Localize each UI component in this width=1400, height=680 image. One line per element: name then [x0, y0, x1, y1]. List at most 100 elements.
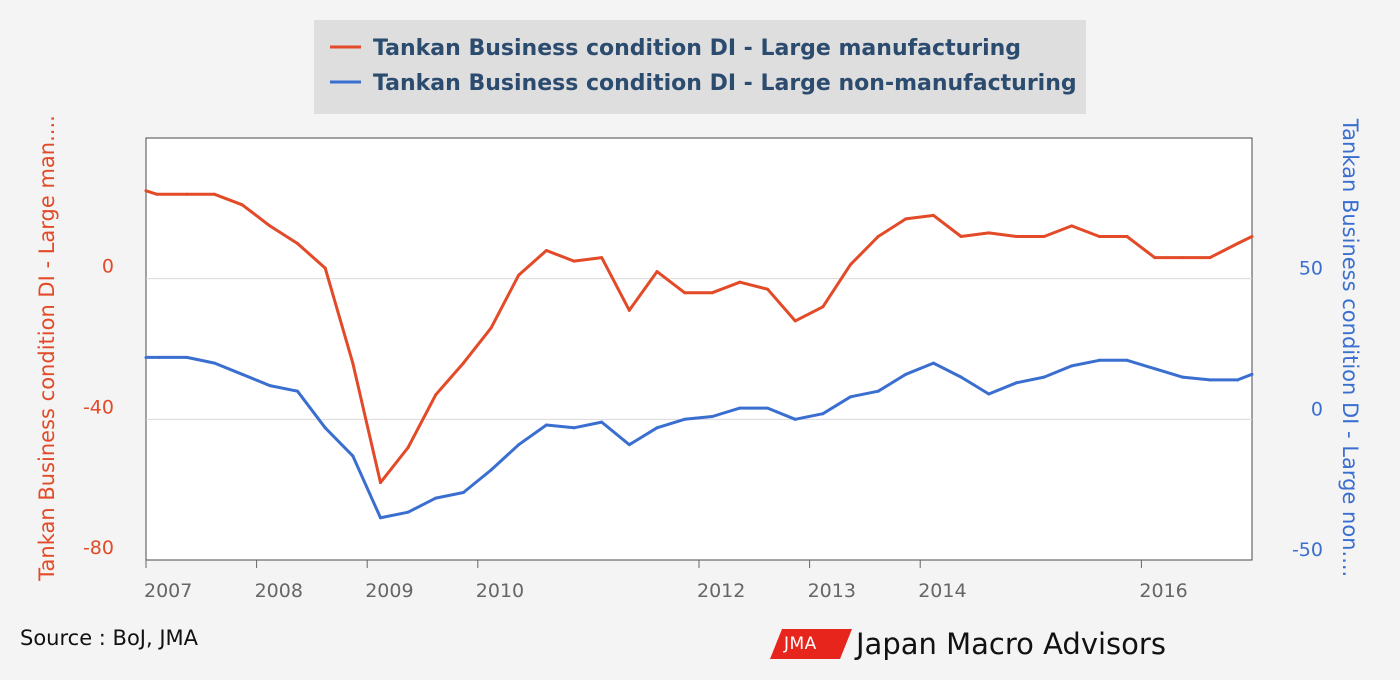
series-0-point-5 [268, 224, 272, 228]
series-0-point-8 [351, 361, 355, 365]
jma-logo-mark: JMA [770, 629, 852, 659]
left-axis-title: Tankan Business condition DI - Large man… [35, 115, 59, 582]
series-1-point-35 [1097, 358, 1101, 362]
series-0-point-24 [793, 319, 797, 323]
right-tick-label-1: 0 [1311, 398, 1323, 420]
x-tick-label-7: 2016 [1139, 580, 1187, 602]
brand-logo: JMA Japan Macro Advisors [770, 624, 1166, 664]
x-tick-label-3: 2010 [476, 580, 524, 602]
series-line-0 [145, 189, 1253, 485]
legend-entry-1[interactable]: Tankan Business condition DI - Large non… [373, 71, 1077, 96]
series-0-point-13 [489, 326, 493, 330]
series-1-point-10 [406, 510, 410, 514]
series-1-point-8 [351, 454, 355, 458]
series-1-point-0 [144, 355, 148, 359]
series-1-point-24 [793, 417, 797, 421]
series-1-point-27 [876, 389, 880, 393]
series-0-point-29 [931, 213, 935, 217]
series-1-point-41 [1250, 372, 1254, 376]
series-0-point-32 [1014, 234, 1018, 238]
series-0-point-0 [144, 189, 148, 193]
x-tick-label-5: 2013 [808, 580, 856, 602]
series-1-point-2 [185, 355, 189, 359]
right-tick-label-2: -50 [1292, 539, 1323, 561]
series-1-point-36 [1125, 358, 1129, 362]
series-0-point-4 [240, 203, 244, 207]
series-0-point-36 [1125, 234, 1129, 238]
series-1-point-16 [572, 426, 576, 430]
series-0-point-1 [155, 192, 159, 196]
series-0-point-18 [627, 308, 631, 312]
series-0-point-2 [185, 192, 189, 196]
series-0-point-10 [406, 445, 410, 449]
series-1-point-29 [931, 361, 935, 365]
series-0-point-39 [1208, 256, 1212, 260]
series-1-point-34 [1070, 364, 1074, 368]
series-1-point-26 [849, 395, 853, 399]
series-1-point-11 [434, 496, 438, 500]
x-tick-label-2: 2009 [365, 580, 413, 602]
series-1-point-18 [627, 443, 631, 447]
series-line-1 [146, 355, 1253, 520]
series-0-point-34 [1070, 224, 1074, 228]
series-1-point-7 [323, 426, 327, 430]
series-0-point-27 [876, 234, 880, 238]
x-tick-label-4: 2012 [697, 580, 745, 602]
series-0-point-3 [213, 192, 217, 196]
series-1-point-39 [1208, 378, 1212, 382]
series-0-point-30 [959, 234, 963, 238]
x-tick-label-0: 2007 [144, 580, 192, 602]
legend-box [314, 20, 1086, 114]
brand-mark-text: JMA [784, 634, 817, 654]
series-1-point-3 [213, 361, 217, 365]
series-1-point-12 [461, 490, 465, 494]
series-0-point-15 [544, 249, 548, 253]
series-0-point-23 [766, 287, 770, 291]
series-0-point-9 [378, 481, 382, 485]
left-tick-label-0: 0 [102, 256, 114, 278]
x-axis: 2007 2008 2009 2010 2012 2013 2014 2016 [144, 560, 1188, 602]
series-1-point-23 [766, 406, 770, 410]
series-0-point-28 [904, 217, 908, 221]
x-tick-label-1: 2008 [255, 580, 303, 602]
legend: Tankan Business condition DI - Large man… [330, 36, 1077, 96]
series-0-point-16 [572, 259, 576, 263]
series-1-point-25 [821, 412, 825, 416]
series-1-point-21 [710, 415, 714, 419]
left-tick-label-1: -40 [83, 396, 114, 418]
left-axis: 0 -40 -80 [83, 256, 114, 559]
series-0-point-25 [821, 305, 825, 309]
series-0-point-7 [323, 266, 327, 270]
series-0-point-22 [738, 280, 742, 284]
series-1-point-33 [1042, 375, 1046, 379]
series-0-point-26 [849, 263, 853, 267]
series-1-point-38 [1180, 375, 1184, 379]
x-tick-label-6: 2014 [918, 580, 966, 602]
series-1-point-28 [904, 372, 908, 376]
right-axis-title: Tankan Business condition DI - Large non… [1338, 118, 1362, 577]
series-1-point-32 [1014, 381, 1018, 385]
series-0-point-38 [1180, 256, 1184, 260]
source-note: Source : BoJ, JMA [20, 626, 199, 650]
series-1-point-5 [268, 384, 272, 388]
series-group [144, 189, 1254, 520]
series-1-point-40 [1236, 378, 1240, 382]
series-0-point-33 [1042, 234, 1046, 238]
brand-name: Japan Macro Advisors [856, 627, 1166, 661]
series-1-point-14 [517, 443, 521, 447]
plot-area [145, 137, 1253, 561]
series-0-point-11 [434, 393, 438, 397]
right-tick-label-0: 50 [1299, 258, 1323, 280]
series-1-point-15 [544, 423, 548, 427]
series-1-point-20 [683, 417, 687, 421]
left-tick-label-2: -80 [83, 537, 114, 559]
series-1-point-13 [489, 468, 493, 472]
series-0-point-12 [461, 361, 465, 365]
right-axis: 50 0 -50 [1292, 258, 1323, 561]
series-0-point-19 [655, 270, 659, 274]
series-0-point-6 [296, 242, 300, 245]
series-0-point-40 [1236, 242, 1240, 245]
series-1-point-22 [738, 406, 742, 410]
series-1-point-30 [959, 375, 963, 379]
legend-entry-0[interactable]: Tankan Business condition DI - Large man… [373, 36, 1021, 61]
